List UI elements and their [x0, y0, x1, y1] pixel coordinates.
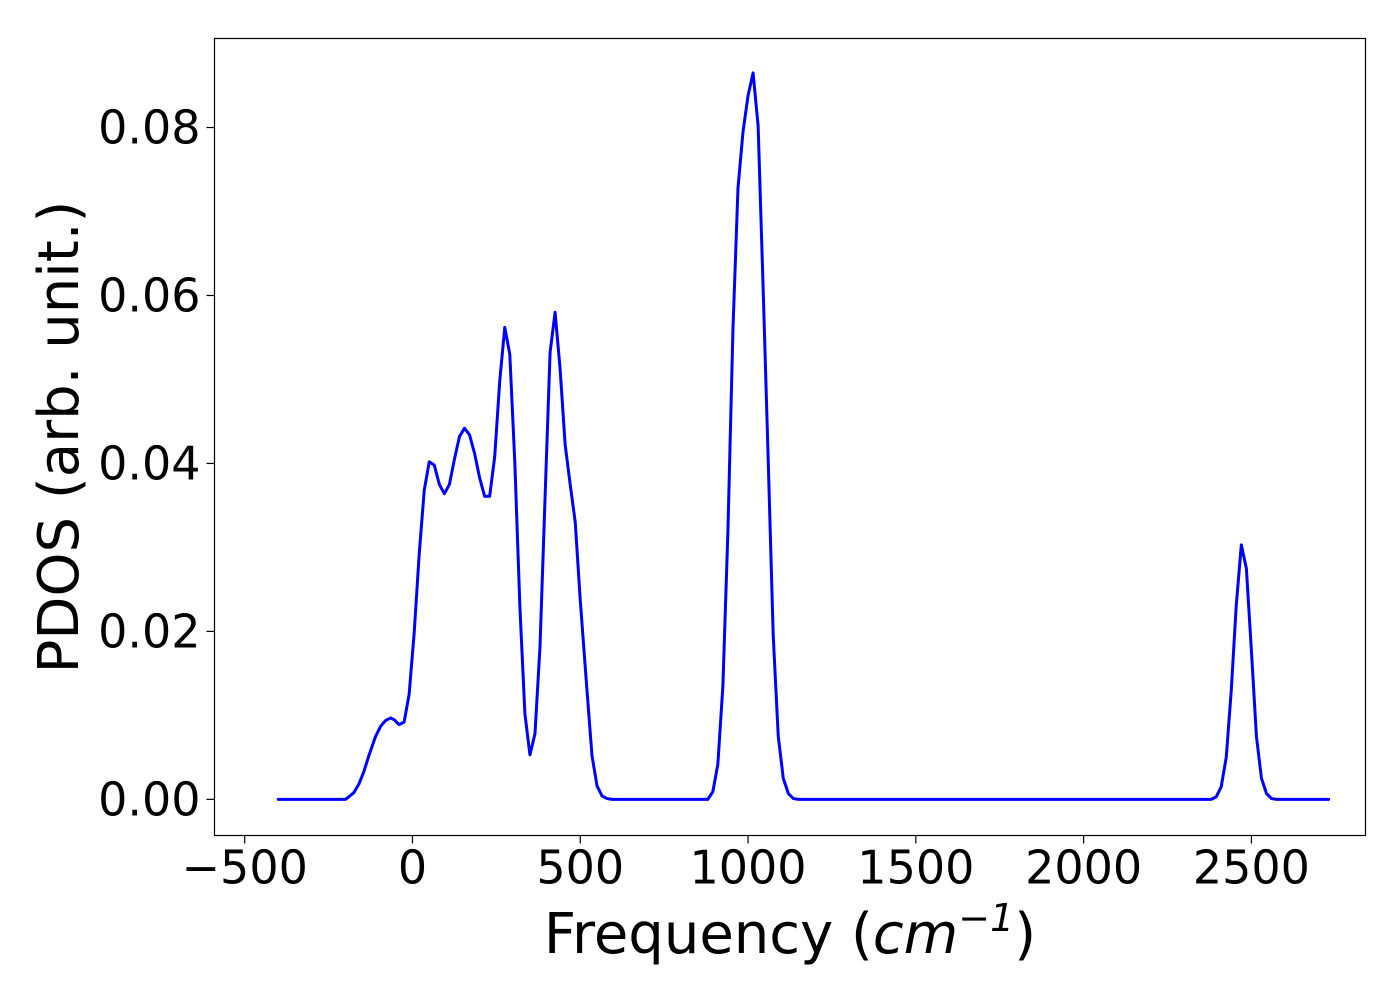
pdos-series-line: [276, 71, 1331, 801]
x-tick-label: 0: [398, 841, 427, 895]
x-axis-label-exponent: −1: [958, 896, 1014, 940]
y-axis-label: PDOS (arb. unit.): [27, 201, 92, 674]
x-axis-label-unit: cm: [873, 902, 958, 967]
x-tick-label: 1500: [857, 841, 974, 895]
x-axis-label-base: Frequency (: [544, 902, 873, 967]
x-tick-label: 500: [536, 841, 624, 895]
x-tick-label: 2500: [1193, 841, 1310, 895]
y-axis-ticks: 0.00 0.02 0.04 0.06 0.08: [98, 101, 215, 826]
x-tick-label: 2000: [1025, 841, 1142, 895]
x-axis-label-close: ): [1014, 902, 1036, 967]
x-axis-ticks: −500 0 500 1000 1500 2000 2500: [182, 835, 1310, 895]
x-tick-label: −500: [182, 841, 308, 895]
x-tick-label: 1000: [690, 841, 807, 895]
y-tick-label: 0.06: [98, 268, 200, 322]
y-tick-label: 0.00: [98, 772, 200, 826]
plot-area: [213, 37, 1367, 837]
y-tick-label: 0.08: [98, 101, 200, 155]
x-axis-label: Frequency (cm−1): [544, 896, 1036, 967]
y-tick-label: 0.02: [98, 604, 200, 658]
y-tick-label: 0.04: [98, 436, 200, 490]
